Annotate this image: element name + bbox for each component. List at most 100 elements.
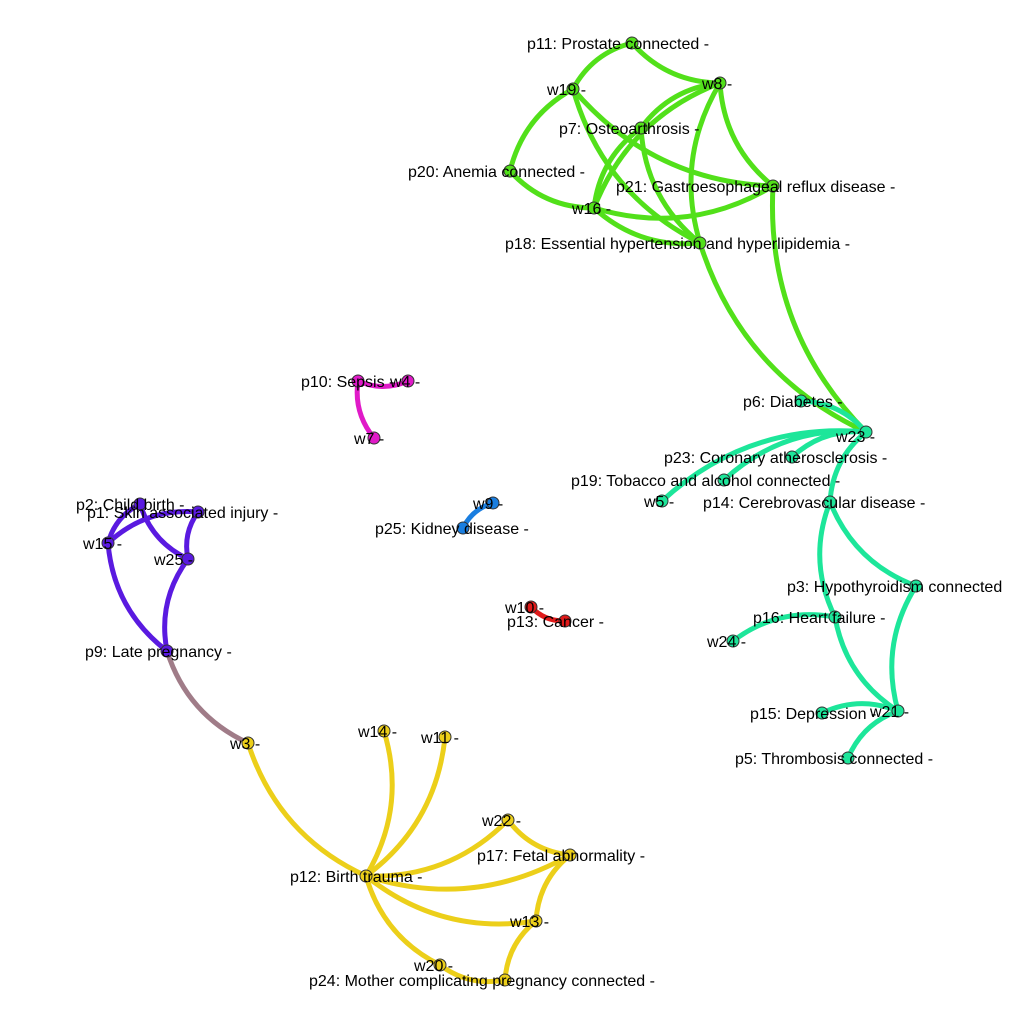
edge-w16-p18 [591, 205, 703, 247]
node-w14[interactable] [377, 724, 391, 738]
node-label-w7: w7 - [353, 431, 384, 448]
edge-w3-p12 [245, 740, 369, 879]
edge-p11-w19 [570, 40, 635, 92]
node-w24[interactable] [726, 634, 740, 648]
node-label-w23: w23 - [835, 429, 875, 446]
edge-w16-p21 [591, 183, 776, 221]
node-label-w8: w8 - [701, 76, 732, 93]
edge-w19-p20 [507, 86, 576, 174]
node-label-w4: w4 - [389, 374, 420, 391]
node-w15[interactable] [101, 536, 115, 550]
node-label-w13: w13 - [509, 914, 549, 931]
edge-p14-p3 [827, 499, 919, 589]
node-label-p7: p7: Osteoarthrosis - [559, 121, 700, 138]
node-label-p15: p15: Depression - [750, 706, 876, 723]
node-w4[interactable] [401, 374, 415, 388]
edge-w8-p21 [717, 80, 776, 189]
node-label-w15: w15 - [82, 536, 122, 553]
edge-w8-p18 [688, 80, 723, 246]
node-w7[interactable] [367, 431, 381, 445]
node-w22[interactable] [501, 813, 515, 827]
node-p1[interactable] [191, 505, 205, 519]
edge-p14-p16 [817, 499, 838, 620]
edge-p12-w11 [363, 734, 448, 879]
node-label-w14: w14 - [357, 724, 397, 741]
edge-w23-p14 [827, 429, 869, 505]
edge-w15-p9 [105, 540, 170, 654]
edge-p18-w23 [697, 240, 869, 435]
node-w21[interactable] [891, 704, 905, 718]
edge-p2-w25 [137, 501, 191, 562]
node-label-p18: p18: Essential hypertension and hyperlip… [505, 236, 850, 253]
node-p2[interactable] [133, 497, 147, 511]
node-label-p14: p14: Cerebrovascular disease - [703, 495, 925, 512]
node-p21[interactable] [766, 179, 780, 193]
edge-w23-p6 [798, 398, 869, 435]
node-p6[interactable] [794, 394, 808, 408]
node-w16[interactable] [587, 201, 601, 215]
node-label-w20: w20 - [413, 958, 453, 975]
node-p20[interactable] [503, 164, 517, 178]
node-label-w19: w19 - [546, 82, 586, 99]
node-label-p3: p3: Hypothyroidism connected [787, 579, 1002, 596]
node-label-p23: p23: Coronary atherosclerosis - [664, 450, 887, 467]
node-p12[interactable] [359, 869, 373, 883]
edge-p3-w21 [889, 583, 919, 714]
node-label-w21: w21 - [869, 704, 909, 721]
node-label-w3: w3 - [229, 736, 260, 753]
edge-p1-w15 [105, 509, 201, 546]
node-w8[interactable] [713, 76, 727, 90]
node-p7[interactable] [634, 121, 648, 135]
node-label-p10: p10: Sepsis - [301, 374, 394, 391]
edge-w13-p24 [502, 918, 539, 983]
node-w3[interactable] [241, 736, 255, 750]
node-label-p9: p9: Late pregnancy - [85, 644, 232, 661]
node-label-w22: w22 - [481, 813, 521, 830]
edge-p12-w22 [363, 817, 511, 879]
edge-p12-w20 [363, 873, 443, 968]
node-w13[interactable] [529, 914, 543, 928]
edge-w23-w5 [659, 428, 869, 504]
node-p10[interactable] [351, 374, 365, 388]
node-p14[interactable] [823, 495, 837, 509]
nodes-layer [101, 36, 923, 987]
node-p11[interactable] [625, 36, 639, 50]
edge-p17-w13 [533, 852, 573, 924]
edge-w21-p5 [845, 708, 901, 761]
node-p16[interactable] [828, 610, 842, 624]
node-w23[interactable] [859, 425, 873, 439]
node-w10[interactable] [524, 600, 538, 614]
node-p5[interactable] [841, 751, 855, 765]
node-label-w24: w24 - [706, 634, 746, 651]
node-label-p11: p11: Prostate connected - [527, 36, 709, 53]
node-w9[interactable] [486, 496, 500, 510]
node-w20[interactable] [433, 958, 447, 972]
node-label-w11: w11 - [420, 730, 459, 747]
node-p24[interactable] [498, 973, 512, 987]
edge-p20-w16 [507, 168, 597, 211]
node-w25[interactable] [181, 552, 195, 566]
node-p25[interactable] [456, 521, 470, 535]
node-w11[interactable] [438, 730, 452, 744]
node-p15[interactable] [815, 706, 829, 720]
node-p23[interactable] [785, 450, 799, 464]
labels-layer: p11: Prostate connected - w19 - w8 - p7: Os… [76, 36, 1002, 990]
edge-p21-w23 [769, 183, 869, 435]
edge-w19-p21 [570, 86, 776, 189]
node-w19[interactable] [566, 82, 580, 96]
node-label-p6: p6: Diabetes - [743, 394, 843, 411]
node-p9[interactable] [160, 644, 174, 658]
edge-w25-p9 [162, 556, 191, 654]
node-p18[interactable] [693, 236, 707, 250]
node-p17[interactable] [563, 848, 577, 862]
edge-w22-p17 [505, 817, 573, 858]
edge-w20-p24 [437, 962, 508, 985]
node-p13[interactable] [558, 614, 572, 628]
node-w5[interactable] [655, 494, 669, 508]
edge-w19-p18 [570, 86, 703, 246]
node-p3[interactable] [909, 579, 923, 593]
node-p19[interactable] [717, 473, 731, 487]
edge-p9-w3 [164, 648, 251, 746]
